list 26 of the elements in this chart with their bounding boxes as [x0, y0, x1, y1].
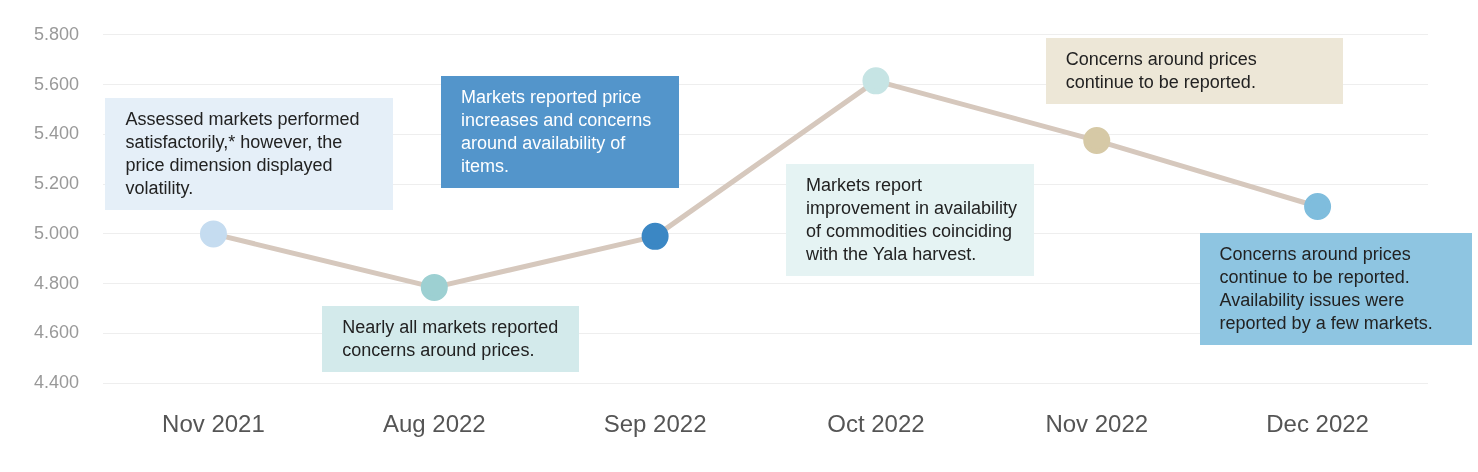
note-box: Concerns around prices continue to be reported. Availability issues were reported by a few markets. [1199, 232, 1472, 345]
y-tick-label: 5.200 [34, 173, 80, 194]
y-tick-label: 4.400 [34, 372, 80, 393]
y-tick-label: 5.800 [34, 23, 80, 44]
x-tick-label: Sep 2022 [603, 410, 707, 438]
point [199, 220, 227, 248]
point [641, 222, 669, 250]
y-tick-label: 4.600 [34, 322, 80, 343]
note-box: Markets reported price increases and concerns around availability of items. [441, 76, 680, 189]
point [862, 67, 890, 95]
point [420, 273, 448, 301]
point [1083, 127, 1111, 155]
point [1304, 193, 1332, 221]
note-box: Assessed markets performed satisfactorily,* however, the price dimension displayed volatility. [105, 97, 394, 210]
x-tick-label: Nov 2021 [162, 410, 265, 438]
x-tick-label: Aug 2022 [382, 410, 486, 438]
x-tick-label: Dec 2022 [1266, 410, 1369, 438]
y-tick-label: 4.800 [34, 272, 80, 293]
y-tick-label: 5.400 [34, 123, 80, 144]
note-box: Nearly all markets reported concerns around prices. [322, 306, 580, 373]
y-tick-label: 5.000 [34, 222, 80, 243]
x-tick-label: Oct 2022 [827, 410, 925, 438]
note-box: Concerns around prices continue to be reported. [1045, 37, 1343, 104]
y-tick-label: 5.600 [34, 73, 80, 94]
x-tick-label: Nov 2022 [1045, 410, 1149, 438]
note-box: Markets report improvement in availability of commodities coinciding with the Yala harvest. [785, 163, 1034, 276]
